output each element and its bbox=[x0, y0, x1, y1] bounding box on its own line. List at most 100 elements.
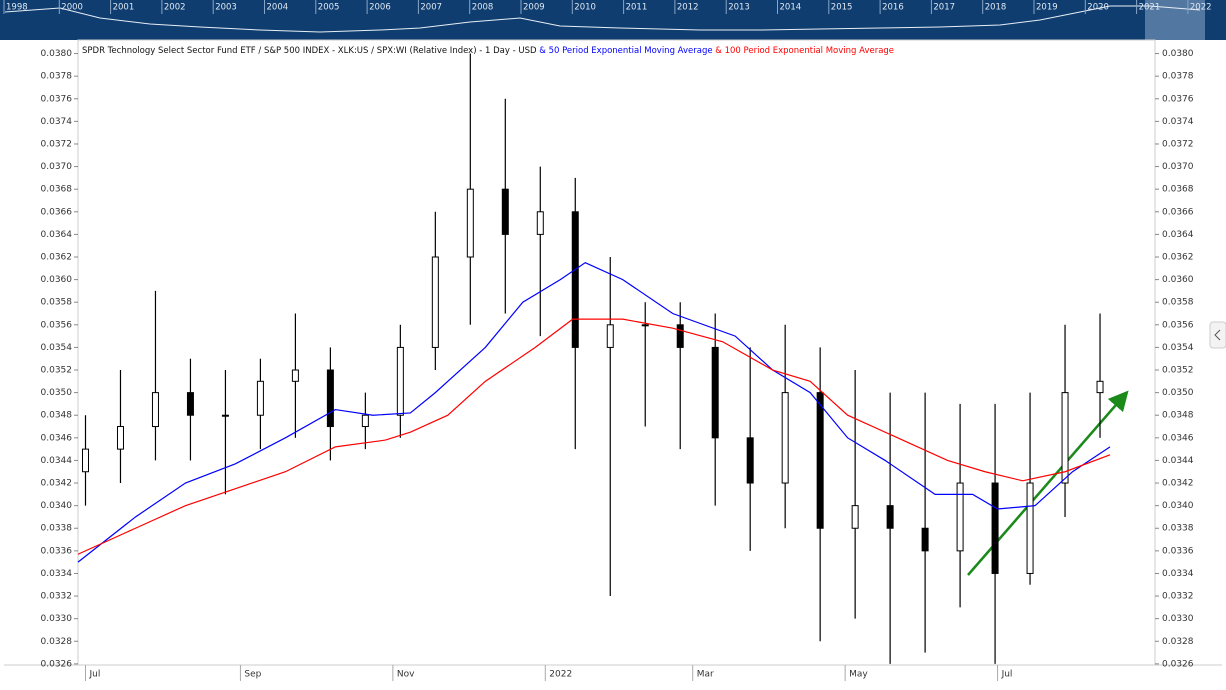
y-tick-label: 0.0354 bbox=[41, 343, 73, 353]
y2-tick-label: 0.0376 bbox=[1162, 94, 1194, 104]
candle-body bbox=[81, 448, 89, 473]
legend-entry: & 100 Period Exponential Moving Average bbox=[715, 46, 894, 56]
y-tick-label: 0.0326 bbox=[41, 659, 73, 669]
y2-tick-label: 0.0378 bbox=[1162, 72, 1194, 82]
navigator-years: 1998 2000 2001 2002 2003 2004 2005 2006 2007 2008… bbox=[3, 0, 1212, 14]
navigator-year: 2022 bbox=[1190, 3, 1212, 13]
y-tick-label: 0.0334 bbox=[41, 569, 73, 579]
y-tick-label: 0.0372 bbox=[41, 139, 73, 149]
navigator-year: 2002 bbox=[164, 3, 186, 13]
y2-tick-label: 0.0356 bbox=[1162, 320, 1194, 330]
y2-tick-label: 0.0366 bbox=[1162, 207, 1194, 217]
candle-body bbox=[536, 211, 544, 235]
chart-title: SPDR Technology Select Sector Fund ETF /… bbox=[82, 46, 894, 56]
navigator-year: 2007 bbox=[420, 3, 442, 13]
candle-body bbox=[886, 505, 894, 529]
navigator-year: 2020 bbox=[1087, 3, 1109, 13]
y-tick-label: 0.0352 bbox=[41, 366, 73, 376]
navigator-year: 2011 bbox=[626, 3, 648, 13]
y2-tick-label: 0.0354 bbox=[1162, 343, 1194, 353]
candle-body bbox=[781, 392, 789, 484]
candle-body bbox=[431, 256, 439, 348]
navigator-year: 2013 bbox=[728, 3, 750, 13]
candle-body bbox=[676, 324, 684, 348]
y2-tick-label: 0.0334 bbox=[1162, 569, 1194, 579]
y-tick-label: 0.0340 bbox=[41, 501, 73, 511]
title-text: SPDR Technology Select Sector Fund ETF /… bbox=[82, 46, 537, 56]
navigator-year: 2006 bbox=[369, 3, 391, 13]
navigator-year: 2005 bbox=[318, 3, 340, 13]
navigator-year: 2016 bbox=[882, 3, 904, 13]
y-tick-label: 0.0332 bbox=[41, 592, 73, 602]
y2-tick-label: 0.0368 bbox=[1162, 185, 1194, 195]
y-tick-label: 0.0342 bbox=[41, 479, 73, 489]
y-tick-label: 0.0330 bbox=[41, 614, 73, 624]
y-tick-label: 0.0364 bbox=[41, 230, 73, 240]
x-tick-label: Sep bbox=[244, 670, 261, 680]
y2-tick-label: 0.0372 bbox=[1162, 139, 1194, 149]
y-tick-label: 0.0380 bbox=[41, 49, 73, 59]
y2-tick-label: 0.0364 bbox=[1162, 230, 1194, 240]
y2-tick-label: 0.0326 bbox=[1162, 659, 1194, 669]
candle-body bbox=[921, 527, 929, 552]
y2-tick-label: 0.0340 bbox=[1162, 501, 1194, 511]
navigator-year: 1998 bbox=[6, 3, 28, 13]
candle-body bbox=[1026, 482, 1034, 574]
y-tick-label: 0.0370 bbox=[41, 162, 73, 172]
y-tick-label: 0.0360 bbox=[41, 275, 73, 285]
candle-body bbox=[746, 437, 754, 484]
candle-body bbox=[641, 324, 649, 327]
y-tick-label: 0.0350 bbox=[41, 388, 73, 398]
navigator-year: 2009 bbox=[523, 3, 545, 13]
y2-tick-label: 0.0330 bbox=[1162, 614, 1194, 624]
y-tick-label: 0.0336 bbox=[41, 546, 73, 556]
y2-tick-label: 0.0344 bbox=[1162, 456, 1194, 466]
candle-body bbox=[501, 188, 509, 235]
y-tick-label: 0.0366 bbox=[41, 207, 73, 217]
y2-tick-label: 0.0336 bbox=[1162, 546, 1194, 556]
y2-tick-label: 0.0360 bbox=[1162, 275, 1194, 285]
y2-tick-label: 0.0350 bbox=[1162, 388, 1194, 398]
y2-tick-label: 0.0380 bbox=[1162, 49, 1194, 59]
candle-body bbox=[711, 346, 719, 439]
candle-body bbox=[396, 346, 404, 416]
y2-tick-label: 0.0374 bbox=[1162, 117, 1194, 127]
y2-tick-label: 0.0328 bbox=[1162, 637, 1194, 647]
candle-body bbox=[991, 482, 999, 574]
side-panel-toggle[interactable] bbox=[1209, 321, 1226, 349]
y2-tick-label: 0.0358 bbox=[1162, 298, 1194, 308]
y-tick-label: 0.0358 bbox=[41, 298, 73, 308]
candle-body bbox=[1061, 392, 1069, 484]
y2-tick-label: 0.0348 bbox=[1162, 411, 1194, 421]
candle-body bbox=[466, 188, 474, 258]
y-tick-label: 0.0368 bbox=[41, 185, 73, 195]
y-tick-label: 0.0378 bbox=[41, 72, 73, 82]
candle-body bbox=[816, 392, 824, 529]
y-tick-label: 0.0346 bbox=[41, 433, 73, 443]
navigator-year: 2015 bbox=[831, 3, 853, 13]
y-tick-label: 0.0376 bbox=[41, 94, 73, 104]
y2-tick-label: 0.0338 bbox=[1162, 524, 1194, 534]
y2-tick-label: 0.0362 bbox=[1162, 252, 1194, 262]
y2-tick-label: 0.0370 bbox=[1162, 162, 1194, 172]
navigator-year: 2021 bbox=[1139, 3, 1161, 13]
y-tick-label: 0.0338 bbox=[41, 524, 73, 534]
navigator-year: 2019 bbox=[1036, 3, 1058, 13]
candle-body bbox=[1096, 380, 1104, 394]
moving-average-line bbox=[77, 318, 1111, 555]
y-tick-label: 0.0328 bbox=[41, 637, 73, 647]
candle-body bbox=[851, 505, 859, 529]
navigator-year: 2014 bbox=[780, 3, 802, 13]
candle-body bbox=[326, 369, 334, 428]
y2-tick-label: 0.0342 bbox=[1162, 479, 1194, 489]
candle-body bbox=[256, 380, 264, 416]
navigator[interactable] bbox=[0, 0, 1226, 40]
navigator-year: 2018 bbox=[985, 3, 1007, 13]
navigator-year: 2000 bbox=[61, 3, 83, 13]
y-tick-label: 0.0374 bbox=[41, 117, 73, 127]
x-tick-label: May bbox=[849, 670, 868, 680]
x-tick-label: Jul bbox=[88, 670, 100, 680]
candle-body bbox=[186, 392, 194, 416]
navigator-year: 2003 bbox=[215, 3, 237, 13]
